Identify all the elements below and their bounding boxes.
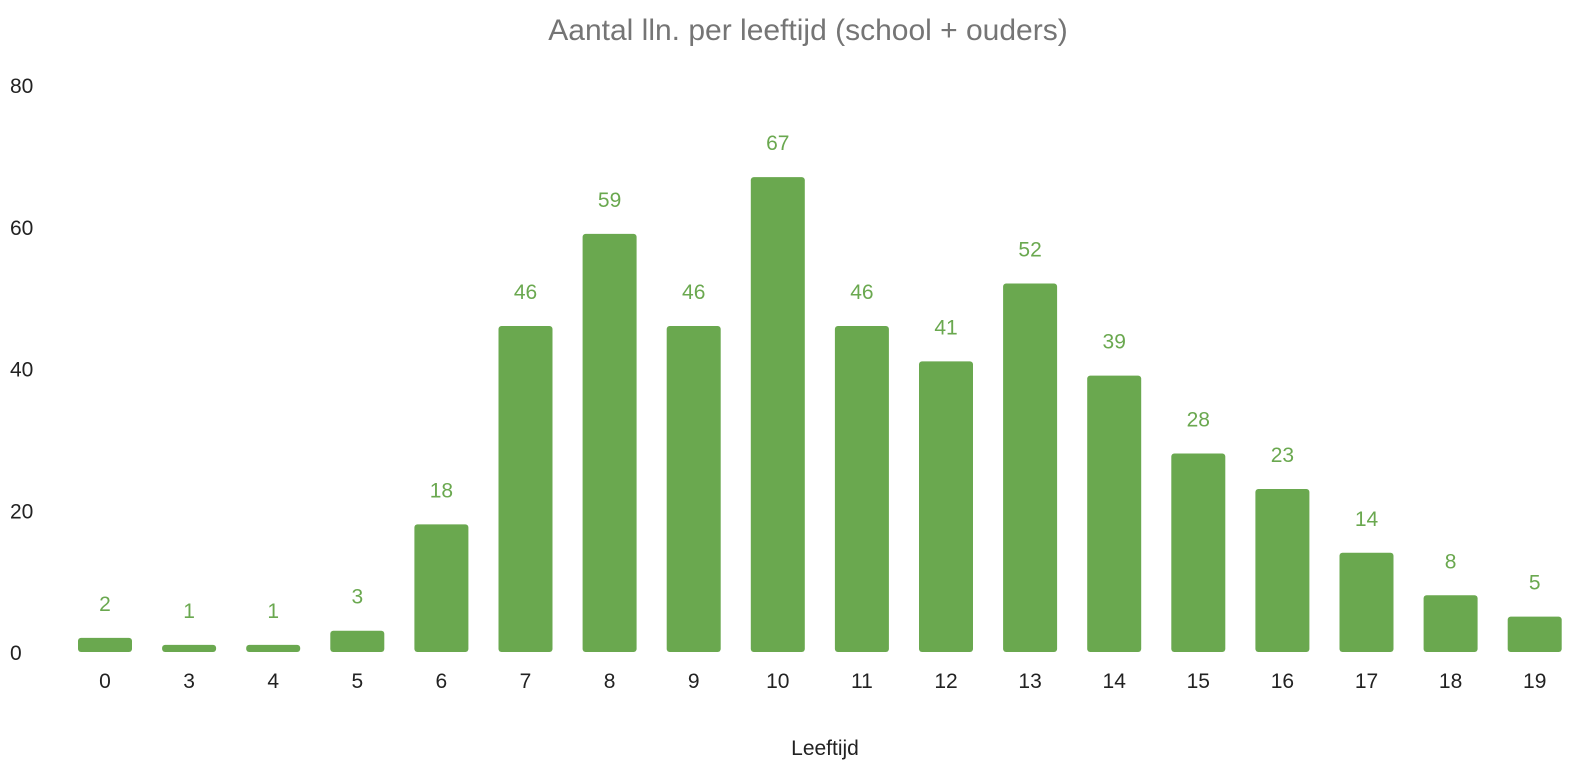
y-tick-label: 60: [10, 217, 33, 240]
x-tick-label: 3: [183, 670, 195, 693]
bar: [582, 233, 637, 652]
bar: [162, 644, 217, 652]
bar: [1255, 488, 1310, 652]
data-label: 18: [430, 479, 453, 502]
x-tick-label: 14: [1103, 670, 1127, 693]
x-tick-label: 0: [99, 670, 111, 693]
bar: [78, 637, 132, 652]
x-tick-label: 6: [436, 670, 448, 693]
x-tick-label: 9: [688, 670, 700, 693]
data-labels: 2 1 1 3 18 46 59 46 67 46 41 52 39 28 23 14 8 5: [99, 132, 1540, 623]
y-tick-label: 80: [10, 75, 33, 98]
x-axis-label: Leeftijd: [791, 737, 859, 760]
data-label: 59: [598, 189, 621, 212]
bar: [330, 630, 385, 652]
data-label: 67: [766, 132, 789, 155]
data-label: 5: [1529, 572, 1541, 595]
x-tick-label: 18: [1439, 670, 1462, 693]
data-label: 39: [1103, 331, 1126, 354]
x-tick-label: 17: [1355, 670, 1378, 693]
y-tick-label: 40: [10, 359, 33, 382]
bar: [750, 177, 805, 652]
data-label: 28: [1187, 409, 1210, 432]
x-tick-label: 11: [851, 670, 873, 693]
y-tick-label: 0: [10, 642, 22, 665]
data-label: 46: [850, 281, 873, 304]
data-label: 8: [1445, 550, 1457, 573]
data-label: 1: [183, 600, 195, 623]
bars: [78, 177, 1562, 652]
x-tick-label: 5: [351, 670, 363, 693]
bar: [1003, 283, 1058, 652]
chart-title: Aantal lln. per leeftijd (school + ouder…: [548, 14, 1067, 47]
bar: [1423, 595, 1478, 652]
bar: [1507, 616, 1562, 652]
x-tick-label: 12: [934, 670, 957, 693]
data-label: 14: [1355, 508, 1379, 531]
data-label: 46: [682, 281, 705, 304]
bar: [834, 325, 889, 652]
x-tick-label: 7: [520, 670, 532, 693]
data-label: 2: [99, 593, 111, 616]
data-label: 52: [1018, 238, 1041, 261]
x-tick-label: 4: [267, 670, 279, 693]
y-axis-ticks: 0 20 40 60 80: [10, 75, 33, 665]
data-label: 46: [514, 281, 537, 304]
bar: [919, 361, 973, 652]
x-tick-label: 15: [1187, 670, 1210, 693]
data-label: 23: [1271, 444, 1294, 467]
y-tick-label: 20: [10, 500, 33, 523]
bar: [246, 644, 301, 652]
x-tick-label: 16: [1271, 670, 1294, 693]
bar: [498, 325, 553, 652]
x-tick-label: 19: [1523, 670, 1546, 693]
x-tick-label: 10: [766, 670, 789, 693]
data-label: 3: [351, 586, 363, 609]
bar: [1339, 552, 1394, 652]
bar: [1087, 375, 1142, 652]
data-label: 1: [267, 600, 279, 623]
bar: [666, 325, 721, 652]
x-tick-label: 13: [1018, 670, 1041, 693]
bar: [1171, 453, 1226, 652]
x-tick-label: 8: [604, 670, 616, 693]
data-label: 41: [934, 316, 957, 339]
x-axis-ticks: 0 3 4 5 6 7 8 9 10 11 12 13 14 15 16 17 18 19: [99, 670, 1546, 693]
bar: [414, 524, 469, 652]
